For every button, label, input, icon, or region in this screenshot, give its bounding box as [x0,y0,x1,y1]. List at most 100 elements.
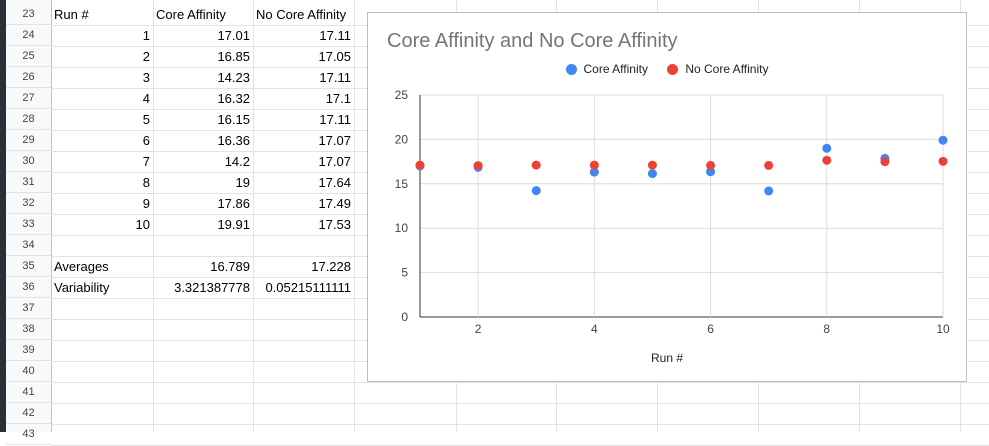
cell-variability-core[interactable]: 3.321387778 [174,280,250,295]
point-no-core-affinity[interactable] [415,160,425,170]
legend-dot-core-affinity [565,63,577,75]
y-tick-label: 10 [395,221,409,235]
cell-nocore[interactable]: 17.11 [319,112,351,127]
x-tick-label: 2 [475,322,482,336]
row-number[interactable]: 41 [6,382,51,403]
cell-run[interactable]: 8 [142,175,150,190]
grid-column-a [51,0,154,432]
cell-core[interactable]: 19 [235,175,250,190]
left-edge-bar [0,0,6,432]
cell-averages-label[interactable]: Averages [54,259,109,274]
cell-nocore[interactable]: 17.1 [325,91,351,106]
row-number[interactable]: 32 [6,193,51,214]
row-number[interactable]: 36 [6,277,51,298]
point-no-core-affinity[interactable] [531,160,541,170]
point-no-core-affinity[interactable] [647,160,657,170]
row-number[interactable]: 31 [6,172,51,193]
legend-item-core-affinity: Core Affinity [565,62,648,76]
cell-header-core-affinity[interactable]: Core Affinity [156,7,226,22]
cell-nocore[interactable]: 17.07 [318,154,351,169]
row-number[interactable]: 29 [6,130,51,151]
y-tick-label: 20 [395,132,409,146]
cell-core[interactable]: 14.23 [217,70,250,85]
row-number[interactable]: 28 [6,109,51,130]
cell-core[interactable]: 16.36 [217,133,250,148]
legend-label-no-core-affinity: No Core Affinity [685,62,769,76]
cell-variability-label[interactable]: Variability [54,280,110,295]
legend-dot-no-core-affinity [667,63,679,75]
point-no-core-affinity[interactable] [764,160,774,170]
cell-nocore[interactable]: 17.11 [319,28,351,43]
point-core-affinity[interactable] [589,167,599,177]
point-core-affinity[interactable] [938,135,948,145]
point-no-core-affinity[interactable] [706,160,716,170]
cell-nocore[interactable]: 17.11 [319,70,351,85]
row-number[interactable]: 38 [6,319,51,340]
cell-averages-nocore[interactable]: 17.228 [311,259,351,274]
cell-run[interactable]: 9 [142,196,150,211]
cell-run[interactable]: 5 [142,112,150,127]
row-number[interactable]: 34 [6,235,51,256]
row-header-column: 23 24 25 26 27 28 29 30 31 32 33 34 35 36 37 38 39 40 41 42… [6,0,52,445]
cell-run[interactable]: 7 [142,154,150,169]
chart-title: Core Affinity and No Core Affinity [387,30,678,52]
grid-row [51,361,989,383]
cell-core[interactable]: 16.15 [217,112,250,127]
cell-run[interactable]: 6 [142,133,150,148]
cell-nocore[interactable]: 17.05 [318,49,351,64]
scatter-chart[interactable]: Core Affinity and No Core Affinity Core … [367,12,967,382]
row-number[interactable]: 23 [6,4,51,25]
legend-item-no-core-affinity: No Core Affinity [667,62,768,76]
row-number[interactable]: 30 [6,151,51,172]
grid-column-b [153,0,254,432]
row-number[interactable]: 26 [6,67,51,88]
cell-run[interactable]: 2 [142,49,150,64]
cell-core[interactable]: 19.91 [217,217,250,232]
cell-nocore[interactable]: 17.64 [318,175,351,190]
point-core-affinity[interactable] [822,143,832,153]
row-number[interactable]: 40 [6,361,51,382]
row-number[interactable]: 42 [6,403,51,424]
cell-run[interactable]: 4 [142,91,150,106]
x-tick-label: 6 [707,322,714,336]
point-core-affinity[interactable] [706,167,716,177]
point-no-core-affinity[interactable] [473,161,483,171]
cell-nocore[interactable]: 17.49 [318,196,351,211]
row-number[interactable]: 33 [6,214,51,235]
cell-core[interactable]: 17.86 [217,196,250,211]
row-number[interactable]: 35 [6,256,51,277]
row-number[interactable]: 39 [6,340,51,361]
row-number[interactable]: 24 [6,25,51,46]
cell-run[interactable]: 10 [135,217,150,232]
point-no-core-affinity[interactable] [880,157,890,167]
cell-run[interactable]: 3 [142,70,150,85]
x-tick-label: 4 [591,322,598,336]
point-core-affinity[interactable] [764,186,774,196]
cell-core[interactable]: 17.01 [217,28,250,43]
cell-run[interactable]: 1 [142,28,150,43]
cell-core[interactable]: 14.2 [224,154,250,169]
row-number[interactable]: 37 [6,298,51,319]
cell-header-no-core-affinity[interactable]: No Core Affinity [256,7,347,22]
point-core-affinity[interactable] [531,186,541,196]
grid-column-c [253,0,355,432]
point-no-core-affinity[interactable] [822,155,832,165]
chart-legend: Core Affinity No Core Affinity [368,62,966,78]
grid-row [51,382,989,404]
point-core-affinity[interactable] [647,169,657,179]
cell-core[interactable]: 16.85 [217,49,250,64]
cell-nocore[interactable]: 17.53 [318,217,351,232]
legend-label-core-affinity: Core Affinity [583,62,648,76]
cell-averages-core[interactable]: 16.789 [210,259,250,274]
point-no-core-affinity[interactable] [589,160,599,170]
cell-core[interactable]: 16.32 [217,91,250,106]
cell-header-run[interactable]: Run # [54,7,89,22]
x-axis-label: Run # [650,351,684,365]
cell-variability-nocore[interactable]: 0.05215111111 [265,280,351,295]
row-number[interactable]: 43 [6,424,51,445]
x-tick-label: 8 [823,322,830,336]
row-number[interactable]: 25 [6,46,51,67]
row-number[interactable]: 27 [6,88,51,109]
cell-nocore[interactable]: 17.07 [318,133,351,148]
point-no-core-affinity[interactable] [938,156,948,166]
